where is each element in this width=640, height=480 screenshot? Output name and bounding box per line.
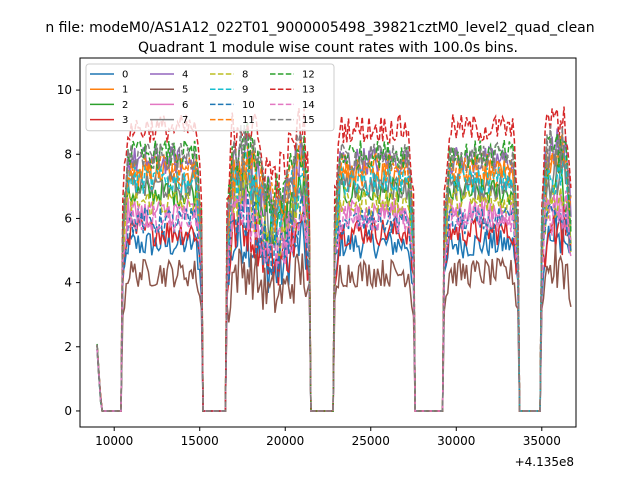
y-tick-label: 4 (64, 276, 72, 290)
x-offset-label: +4.135e8 (515, 455, 574, 469)
plot-title: Quadrant 1 module wise count rates with … (138, 40, 518, 56)
legend-label-3: 3 (122, 115, 128, 126)
legend-label-7: 7 (182, 115, 188, 126)
axes-frame (79, 57, 577, 428)
x-tick-label: 25000 (352, 434, 390, 448)
legend-label-11: 11 (242, 115, 255, 126)
y-axis: 0 2 4 6 8 10 (57, 83, 80, 418)
legend-label-2: 2 (122, 100, 128, 111)
legend-label-12: 12 (302, 70, 315, 81)
legend-label-10: 10 (242, 100, 255, 111)
series-line-15 (96, 124, 572, 412)
legend-label-4: 4 (182, 70, 188, 81)
legend-label-14: 14 (302, 100, 315, 111)
legend-label-15: 15 (302, 115, 315, 126)
x-tick-label: 15000 (181, 434, 219, 448)
y-tick-label: 2 (64, 340, 72, 354)
figure-suptitle: n file: modeM0/AS1A12_022T01_9000005498_… (45, 20, 594, 36)
legend-label-1: 1 (122, 85, 128, 96)
x-tick-label: 20000 (266, 434, 304, 448)
y-tick-label: 6 (64, 211, 72, 225)
legend-label-0: 0 (122, 70, 128, 81)
legend-label-8: 8 (242, 70, 248, 81)
x-tick-label: 30000 (437, 434, 475, 448)
y-tick-label: 8 (64, 147, 72, 161)
y-tick-label: 0 (64, 404, 72, 418)
x-tick-label: 35000 (523, 434, 561, 448)
series-line-9 (96, 149, 572, 412)
x-tick-label: 10000 (95, 434, 133, 448)
y-tick-label: 10 (57, 83, 72, 97)
x-axis: 10000 15000 20000 25000 30000 35000 (95, 427, 561, 448)
legend-label-6: 6 (182, 100, 188, 111)
series-layer (96, 106, 572, 412)
legend-label-9: 9 (242, 85, 248, 96)
legend-label-13: 13 (302, 85, 315, 96)
legend-label-5: 5 (182, 85, 188, 96)
legend-frame (85, 63, 335, 132)
